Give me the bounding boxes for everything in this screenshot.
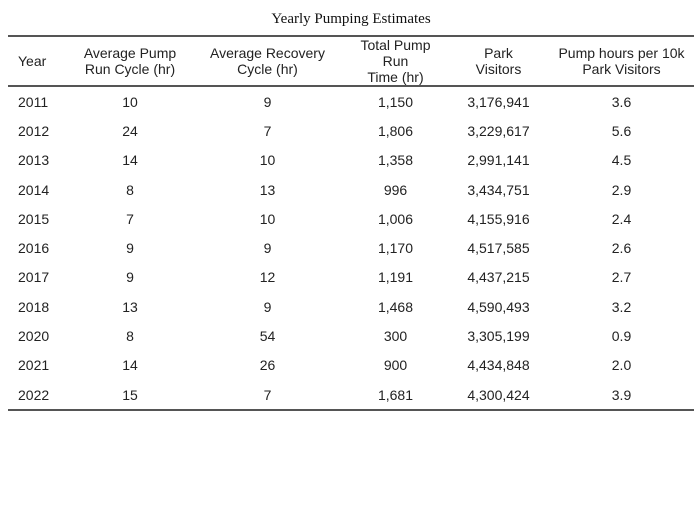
table-body: 2011 10 9 1,150 3,176,941 3.6 2012 24 7 1,806 3,22… [8, 86, 694, 411]
cell-avg-recovery-cycle: 7 [263, 122, 272, 139]
column-header-label: Average Recovery [210, 45, 325, 61]
cell-total-pump-run-time: 900 [383, 357, 408, 374]
cell-year: 2011 [18, 93, 49, 110]
column-header-avg-recovery-cycle: Average Recovery Cycle (hr) [192, 36, 343, 86]
cell-pump-hours-per-10k: 3.6 [611, 93, 632, 110]
cell-avg-recovery-cycle: 10 [259, 152, 276, 169]
cell-avg-recovery-cycle: 9 [263, 93, 272, 110]
cell-avg-recovery-cycle: 9 [263, 298, 272, 315]
cell-total-pump-run-time: 1,006 [377, 210, 414, 227]
cell-park-visitors: 4,155,916 [467, 210, 530, 227]
table-row: 2021 14 26 900 4,434,848 2.0 [8, 351, 694, 380]
cell-pump-hours-per-10k: 3.2 [611, 298, 632, 315]
cell-pump-hours-per-10k: 3.9 [611, 386, 632, 403]
table-row: 2022 15 7 1,681 4,300,424 3.9 [8, 380, 694, 411]
column-header-label: Time (hr) [367, 69, 424, 85]
table-row: 2020 8 54 300 3,305,199 0.9 [8, 321, 694, 350]
cell-total-pump-run-time: 300 [383, 328, 408, 345]
header-row: Year Average Pump Run Cycle (hr) Average Re… [8, 36, 694, 86]
column-header-label: Year [18, 53, 47, 69]
cell-pump-hours-per-10k: 0.9 [611, 328, 632, 345]
column-header-label: Park Visitors [582, 61, 661, 77]
cell-park-visitors: 3,305,199 [467, 328, 530, 345]
cell-year: 2014 [18, 181, 50, 198]
cell-year: 2013 [18, 152, 50, 169]
cell-pump-hours-per-10k: 5.6 [611, 122, 632, 139]
cell-park-visitors: 3,434,751 [467, 181, 530, 198]
cell-park-visitors: 4,590,493 [467, 298, 530, 315]
cell-total-pump-run-time: 1,170 [377, 240, 414, 257]
cell-avg-pump-run-cycle: 15 [122, 386, 138, 403]
cell-total-pump-run-time: 1,468 [377, 298, 414, 315]
cell-park-visitors: 4,517,585 [467, 240, 530, 257]
cell-year: 2016 [18, 240, 50, 257]
cell-avg-recovery-cycle: 9 [263, 240, 272, 257]
cell-year: 2020 [18, 328, 50, 345]
cell-year: 2017 [18, 269, 50, 286]
table-row: 2018 13 9 1,468 4,590,493 3.2 [8, 292, 694, 321]
table-title: Yearly Pumping Estimates [271, 11, 431, 27]
pumping-estimates-table: Year Average Pump Run Cycle (hr) Average Re… [8, 35, 694, 411]
cell-avg-pump-run-cycle: 10 [122, 93, 138, 110]
cell-pump-hours-per-10k: 4.5 [611, 152, 632, 169]
column-header-avg-pump-run-cycle: Average Pump Run Cycle (hr) [68, 36, 192, 86]
cell-pump-hours-per-10k: 2.0 [611, 357, 632, 374]
cell-avg-recovery-cycle: 7 [263, 386, 272, 403]
column-header-label: Park [484, 45, 513, 61]
table-row: 2011 10 9 1,150 3,176,941 3.6 [8, 86, 694, 116]
cell-avg-recovery-cycle: 12 [259, 269, 276, 286]
cell-year: 2012 [18, 122, 50, 139]
column-header-label: Run Cycle (hr) [84, 61, 176, 77]
cell-year: 2022 [18, 386, 50, 403]
cell-avg-pump-run-cycle: 8 [126, 328, 134, 345]
cell-year: 2018 [18, 298, 50, 315]
cell-avg-pump-run-cycle: 8 [126, 181, 134, 198]
cell-avg-recovery-cycle: 13 [259, 181, 276, 198]
cell-avg-recovery-cycle: 26 [259, 357, 276, 374]
column-header-total-pump-run-time: Total Pump Run Time (hr) [343, 36, 448, 86]
table-row: 2012 24 7 1,806 3,229,617 5.6 [8, 116, 694, 145]
cell-year: 2015 [18, 210, 50, 227]
cell-total-pump-run-time: 1,358 [377, 152, 414, 169]
cell-pump-hours-per-10k: 2.9 [611, 181, 632, 198]
cell-park-visitors: 2,991,141 [467, 152, 530, 169]
table-row: 2013 14 10 1,358 2,991,141 4.5 [8, 146, 694, 175]
cell-year: 2021 [18, 357, 50, 374]
table-row: 2015 7 10 1,006 4,155,916 2.4 [8, 204, 694, 233]
cell-total-pump-run-time: 1,150 [377, 93, 414, 110]
column-header-pump-hours-per-10k: Pump hours per 10k Park Visitors [549, 36, 694, 86]
cell-total-pump-run-time: 1,681 [377, 386, 414, 403]
column-header-label: Pump hours per 10k [558, 45, 685, 61]
column-header-label: Total Pump Run [360, 37, 431, 69]
cell-avg-pump-run-cycle: 24 [122, 122, 138, 139]
table-row: 2016 9 9 1,170 4,517,585 2.6 [8, 233, 694, 262]
cell-pump-hours-per-10k: 2.4 [611, 210, 632, 227]
cell-pump-hours-per-10k: 2.6 [611, 240, 632, 257]
cell-total-pump-run-time: 996 [383, 181, 408, 198]
cell-avg-pump-run-cycle: 9 [126, 240, 134, 257]
cell-park-visitors: 4,300,424 [467, 386, 530, 403]
cell-avg-pump-run-cycle: 7 [126, 210, 134, 227]
table-header: Year Average Pump Run Cycle (hr) Average Re… [8, 36, 694, 86]
cell-avg-pump-run-cycle: 14 [122, 152, 138, 169]
cell-total-pump-run-time: 1,806 [377, 122, 414, 139]
cell-total-pump-run-time: 1,191 [377, 269, 414, 286]
table-row: 2014 8 13 996 3,434,751 2.9 [8, 175, 694, 204]
column-header-label: Visitors [475, 61, 522, 77]
cell-avg-pump-run-cycle: 13 [122, 298, 138, 315]
column-header-year: Year [8, 36, 68, 86]
cell-avg-pump-run-cycle: 9 [126, 269, 134, 286]
cell-avg-recovery-cycle: 54 [259, 328, 276, 345]
column-header-label: Cycle (hr) [237, 61, 298, 77]
column-header-park-visitors: Park Visitors [448, 36, 549, 86]
table-row: 2017 9 12 1,191 4,437,215 2.7 [8, 263, 694, 292]
cell-park-visitors: 3,176,941 [467, 93, 530, 110]
cell-avg-pump-run-cycle: 14 [122, 357, 138, 374]
cell-park-visitors: 3,229,617 [467, 122, 530, 139]
cell-park-visitors: 4,434,848 [467, 357, 530, 374]
cell-avg-recovery-cycle: 10 [259, 210, 276, 227]
cell-pump-hours-per-10k: 2.7 [611, 269, 632, 286]
cell-park-visitors: 4,437,215 [467, 269, 530, 286]
column-header-label: Average Pump [83, 45, 177, 61]
